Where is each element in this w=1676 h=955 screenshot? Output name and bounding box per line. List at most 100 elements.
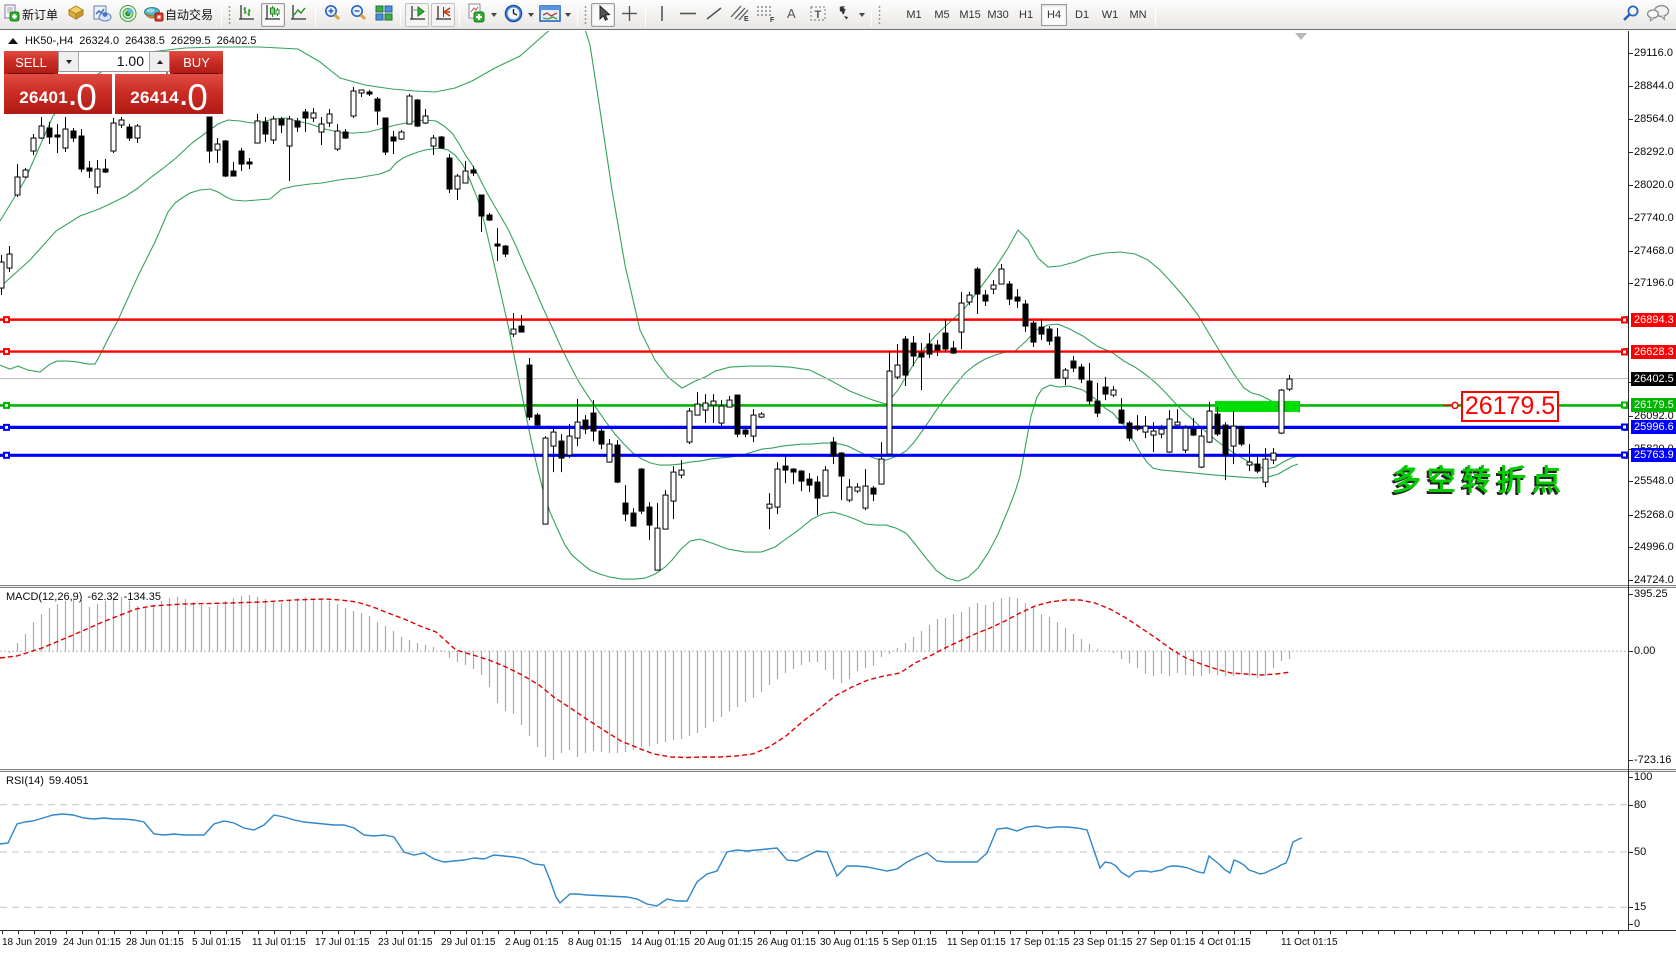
timeframe-h1-button[interactable]: H1 (1019, 8, 1034, 21)
templates-dropdown-caret[interactable] (565, 12, 572, 17)
zoom-out-button[interactable] (346, 3, 370, 27)
horizontal-line-tool-button[interactable] (676, 3, 700, 27)
line-axis-anchor[interactable] (1621, 401, 1628, 409)
price-line-badge[interactable]: 26894.3 (1631, 312, 1676, 327)
buy-button[interactable]: BUY (170, 51, 223, 74)
price-line-badge[interactable]: 25763.9 (1631, 448, 1676, 463)
sell-price-dot: . (68, 81, 77, 111)
toolbar-drag-handle[interactable] (583, 3, 589, 26)
candle-bear (982, 294, 989, 302)
chart-shift-button[interactable] (431, 2, 456, 27)
periods-button[interactable] (501, 3, 525, 27)
timeframe-w1-button[interactable]: W1 (1101, 8, 1119, 21)
line-axis-anchor[interactable] (1621, 451, 1628, 459)
toolbar-drag-handle[interactable] (877, 3, 883, 26)
main-chart[interactable] (0, 31, 1628, 585)
candle-bear (478, 194, 485, 217)
date-tick (1457, 931, 1459, 934)
date-axis[interactable]: 18 Jun 2019 24 Jun 01:15 28 Jun 01:15 5 Jul… (0, 930, 1676, 955)
arrows-dropdown-caret[interactable] (859, 12, 866, 17)
arrows-tool-button[interactable] (832, 3, 856, 27)
candlestick-chart-button[interactable] (261, 2, 286, 27)
line-axis-anchor[interactable] (1621, 316, 1628, 324)
volume-increase-button[interactable] (149, 52, 169, 71)
candle-bull (454, 175, 461, 190)
price-level-label[interactable]: 26179.5 (1461, 391, 1559, 422)
sell-button[interactable]: SELL (4, 51, 58, 74)
candle-bear (1126, 422, 1133, 439)
new-order-button[interactable]: 新订单 (1, 3, 62, 27)
svg-text:E: E (744, 16, 749, 23)
timeframe-mn-button[interactable]: MN (1129, 8, 1147, 21)
volume-input[interactable]: 1.00 (79, 52, 149, 71)
line-chart-button[interactable] (287, 3, 311, 27)
auto-scroll-button[interactable] (405, 2, 430, 27)
equidistant-channel-tool-button[interactable]: E (728, 3, 752, 27)
price-tick-label: 28844.0 (1634, 79, 1674, 92)
timeframe-m30-button[interactable]: M30 (987, 8, 1009, 21)
macd-panel[interactable] (0, 588, 1628, 769)
crosshair-tool-button[interactable] (617, 3, 641, 27)
sell-price-quote[interactable]: 26401 . 0 (4, 74, 112, 116)
market-radar-button[interactable] (116, 3, 140, 27)
buy-button-label: BUY (183, 55, 210, 70)
cursor-tool-button[interactable] (591, 2, 616, 27)
toolbar-drag-handle[interactable] (227, 3, 233, 26)
panel-separator[interactable] (0, 769, 1676, 772)
templates-button[interactable] (538, 3, 562, 27)
text-label-tool-button[interactable]: T (806, 3, 830, 27)
bar-chart-button[interactable] (235, 3, 259, 27)
timeframe-m15-button[interactable]: M15 (959, 8, 981, 21)
candle-bear (614, 444, 621, 483)
chat-button[interactable] (1645, 3, 1671, 27)
price-line-badge[interactable]: 26628.3 (1631, 344, 1676, 359)
volume-decrease-button[interactable] (59, 52, 79, 71)
profile-icon (92, 4, 112, 25)
zoom-out-icon (348, 3, 369, 27)
buy-price-quote[interactable]: 26414 . 0 (115, 74, 223, 116)
search-button[interactable] (1619, 3, 1643, 27)
timeframe-d1-button[interactable]: D1 (1075, 8, 1090, 21)
timeframe-m1-button[interactable]: M1 (906, 8, 922, 21)
highlight-rectangle[interactable] (1215, 400, 1300, 412)
date-tick (577, 931, 579, 934)
price-line-badge[interactable]: 26179.5 (1631, 398, 1676, 413)
text-tool-button[interactable]: A (780, 3, 804, 27)
rsi-panel[interactable] (0, 772, 1628, 930)
autotrading-button[interactable]: 自动交易 (142, 3, 217, 27)
moving-average-line (0, 117, 1299, 470)
timeframe-h4-button[interactable]: H4 (1041, 3, 1068, 26)
candle-bull (14, 176, 21, 196)
chart-window: 29116.0 28844.0 28564.0 28292.0 28020.0 27740… (0, 31, 1676, 955)
vertical-line-tool-button[interactable] (650, 3, 674, 27)
symbol-triangle-icon[interactable] (8, 38, 18, 44)
line-axis-anchor[interactable] (1621, 423, 1628, 431)
price-tick (1629, 580, 1633, 582)
price-axis[interactable]: 29116.0 28844.0 28564.0 28292.0 28020.0 27740… (1621, 31, 1676, 930)
history-center-button[interactable] (64, 3, 88, 27)
timeframe-group: M1 M5 M15 M30 H1 H4 D1 W1 MN (900, 0, 1152, 30)
line-axis-anchor[interactable] (1621, 348, 1628, 356)
date-tick (1249, 931, 1251, 934)
chinese-annotation[interactable]: 多空转折点 (1392, 465, 1568, 497)
date-label: 11 Sep 01:15 (947, 937, 1006, 948)
zoom-in-button[interactable] (320, 3, 344, 27)
symbol-name: HK50-,H4 (25, 35, 74, 47)
price-line-badge[interactable]: 25996.6 (1631, 420, 1676, 435)
trendline-tool-button[interactable] (702, 3, 726, 27)
panel-separator[interactable] (0, 585, 1676, 588)
scroll-end-marker[interactable] (1295, 33, 1307, 40)
date-tick (1153, 931, 1155, 934)
tile-windows-button[interactable] (372, 3, 396, 27)
profile-button[interactable] (90, 3, 114, 27)
indicators-button[interactable] (464, 3, 488, 27)
date-tick (1, 931, 3, 934)
candle-bull (62, 128, 69, 149)
fibonacci-tool-button[interactable]: F (754, 3, 778, 27)
indicators-dropdown-caret[interactable] (491, 12, 498, 17)
periods-dropdown-caret[interactable] (528, 12, 535, 17)
candle-bull (1166, 418, 1173, 453)
timeframe-m5-button[interactable]: M5 (934, 8, 950, 21)
date-tick (353, 931, 355, 934)
candle-bull (710, 400, 717, 406)
